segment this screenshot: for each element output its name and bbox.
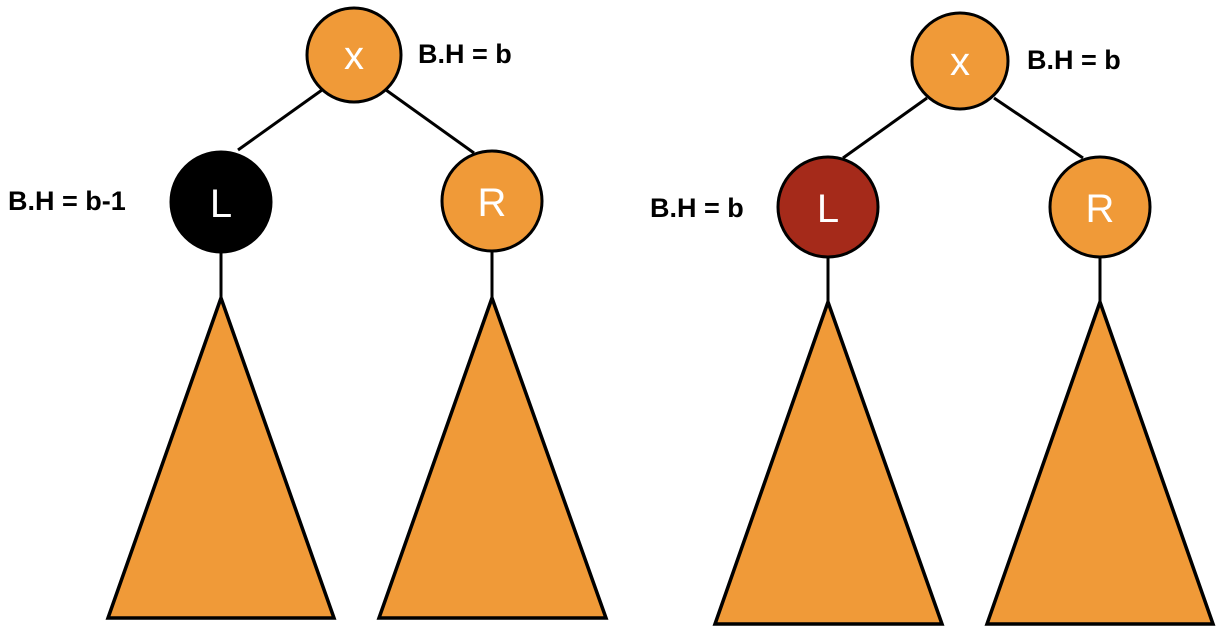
left-tree-right-child-label: R (478, 181, 507, 225)
right-tree-edge-root-to-right (993, 96, 1084, 160)
right-tree-root-node: x (910, 11, 1010, 111)
left-tree-root-black-height: B.H = b (418, 39, 512, 69)
left-tree-right-child-node: R (440, 149, 544, 253)
left-tree-right-subtree (376, 292, 609, 620)
left-tree-left-child-circle (169, 150, 273, 254)
right-tree-right-child-circle (1048, 155, 1152, 259)
right-tree-right-subtree (984, 296, 1216, 626)
right-tree-left-child-label: L (817, 187, 839, 231)
right-tree-left-subtree (712, 296, 945, 626)
right-tree-right-child-node: R (1048, 155, 1152, 259)
left-tree-right-child-circle (440, 149, 544, 253)
left-tree-left-child-black-height: B.H = b-1 (8, 186, 126, 216)
right-tree-root-circle (910, 11, 1010, 111)
left-tree-edge-root-to-left (237, 88, 323, 152)
left-tree-edge-root-to-right (385, 88, 475, 155)
left-tree-left-child-node: L (169, 150, 273, 254)
right-tree-left-child-circle (776, 155, 880, 259)
left-tree-root-node: x (305, 6, 403, 104)
right-tree-root-label: x (950, 40, 970, 84)
left-tree-left-child-label: L (210, 182, 232, 226)
left-tree-left-subtree (105, 292, 337, 620)
right-tree: x B.H = b L B.H = b R (650, 11, 1216, 626)
left-tree-root-label: x (344, 34, 364, 78)
right-tree-right-child-label: R (1086, 187, 1115, 231)
right-tree-root-black-height: B.H = b (1027, 45, 1121, 75)
left-tree: x B.H = b L B.H = b-1 R (8, 6, 609, 620)
right-tree-edge-root-to-left (842, 96, 928, 160)
right-tree-left-child-black-height: B.H = b (650, 193, 744, 223)
right-tree-left-child-node: L (776, 155, 880, 259)
left-tree-root-circle (305, 6, 403, 104)
